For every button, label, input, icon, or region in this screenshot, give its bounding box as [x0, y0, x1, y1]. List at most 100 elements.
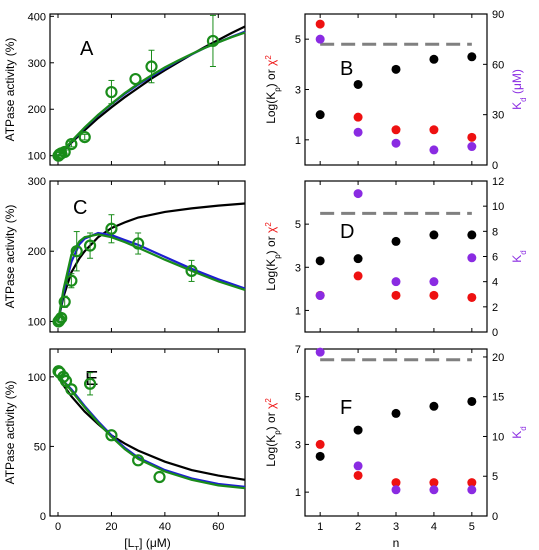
panel-c: 100 200 300 C ATPase activity (%) — [3, 176, 246, 333]
plot-frame — [49, 348, 246, 517]
logkp-point — [467, 230, 477, 240]
x-axis-label: n — [393, 536, 400, 550]
y-tick-label: 100 — [28, 372, 46, 384]
y-tick-label: 300 — [28, 58, 46, 70]
y-tick-label: 400 — [28, 11, 46, 23]
y-tick-label: 1 — [295, 135, 301, 147]
panel-b: 1 3 5 B 0 30 60 90 Log(Kp) or χ2 Kd (μM) — [264, 9, 528, 172]
logkp-point — [315, 110, 325, 120]
plot-frame — [49, 13, 246, 166]
logkp-point — [315, 451, 325, 461]
x-tick-label: 20 — [105, 521, 117, 533]
chi2-point — [467, 292, 477, 302]
y2-axis-label: Kd — [510, 426, 528, 438]
y2-tick-label: 0 — [492, 160, 498, 172]
data-point — [78, 131, 91, 144]
y2-tick-label: 20 — [492, 352, 504, 364]
kd-point — [467, 485, 477, 495]
panel-letter: B — [340, 58, 353, 80]
y-axis-label: ATPase activity (%) — [3, 38, 17, 142]
x-tick-label: 4 — [431, 521, 437, 533]
data-point — [105, 222, 118, 235]
y2-tick-label: 4 — [492, 277, 498, 289]
chi2-point — [353, 112, 363, 122]
chi2-point — [315, 439, 325, 449]
kd-point — [353, 189, 363, 199]
data-point — [105, 85, 118, 99]
data-point — [83, 239, 97, 252]
data-point — [129, 72, 142, 86]
y-axis-label: Log(Kp) or χ2 — [264, 398, 282, 467]
y2-tick-label: 30 — [492, 110, 504, 122]
plot-frame — [304, 180, 488, 333]
y-tick-label: 300 — [28, 176, 46, 188]
logkp-point — [391, 64, 401, 74]
data-point — [132, 454, 145, 467]
chi2-point — [315, 19, 325, 29]
logkp-point — [429, 230, 439, 240]
panel-d: 1 3 5 D 0 2 4 6 8 10 12 Log(Kp) or χ2 Kd — [264, 176, 528, 339]
y-tick-label: 0 — [40, 511, 46, 523]
logkp-point — [429, 401, 439, 411]
data-point — [105, 429, 118, 442]
y-tick-label: 5 — [295, 34, 301, 46]
y-tick-label: 5 — [295, 392, 301, 404]
logkp-point — [467, 396, 477, 406]
logkp-point — [315, 256, 325, 266]
data-point — [65, 274, 78, 287]
chi2-point — [391, 290, 401, 300]
x-tick-label: 0 — [55, 521, 61, 533]
y2-tick-label: 5 — [492, 471, 498, 483]
y-tick-label: 3 — [295, 85, 301, 97]
data-point — [70, 245, 83, 258]
y-tick-label: 5 — [295, 219, 301, 231]
y-tick-label: 7 — [295, 344, 301, 356]
panel-letter: F — [340, 397, 352, 419]
data-point — [58, 295, 71, 308]
chi2-point — [429, 290, 439, 300]
kd-point — [315, 34, 325, 44]
x-tick-label: 5 — [469, 521, 475, 533]
kd-point — [315, 291, 325, 301]
x-tick-label: 40 — [159, 521, 171, 533]
kd-point — [467, 142, 477, 152]
data-point — [132, 237, 145, 250]
x-tick-label: 2 — [355, 521, 361, 533]
logkp-point — [429, 54, 439, 64]
kd-point — [429, 277, 439, 287]
y-tick-label: 3 — [295, 439, 301, 451]
kd-point — [353, 127, 363, 137]
y-tick-label: 50 — [34, 441, 46, 453]
y-tick-label: 100 — [28, 151, 46, 163]
y2-tick-label: 15 — [492, 392, 504, 404]
kd-point — [391, 277, 401, 287]
fit-curve-2 — [57, 375, 246, 488]
logkp-point — [353, 425, 363, 435]
y-tick-label: 100 — [28, 316, 46, 328]
data-point — [83, 377, 97, 390]
fit-curve-1 — [57, 25, 246, 157]
data-point — [58, 145, 71, 159]
kd-point — [467, 253, 477, 263]
y-axis-label: ATPase activity (%) — [3, 381, 17, 485]
y2-tick-label: 12 — [492, 176, 504, 188]
y2-tick-label: 10 — [492, 201, 504, 213]
chi2-point — [353, 470, 363, 480]
y-axis-label: Log(Kp) or χ2 — [264, 55, 282, 124]
chi2-point — [429, 478, 439, 488]
kd-point — [391, 485, 401, 495]
y-axis-label: ATPase activity (%) — [3, 205, 17, 309]
x-tick-label: 1 — [317, 521, 323, 533]
y2-tick-label: 6 — [492, 252, 498, 264]
y2-tick-label: 90 — [492, 9, 504, 21]
data-point — [53, 313, 66, 327]
x-axis-label: [LT] (μM) — [124, 536, 170, 550]
data-point — [55, 311, 68, 325]
x-tick-label: 3 — [393, 521, 399, 533]
panel-letter: A — [80, 38, 94, 60]
panel-letter: C — [73, 197, 87, 219]
y-tick-label: 1 — [295, 305, 301, 317]
